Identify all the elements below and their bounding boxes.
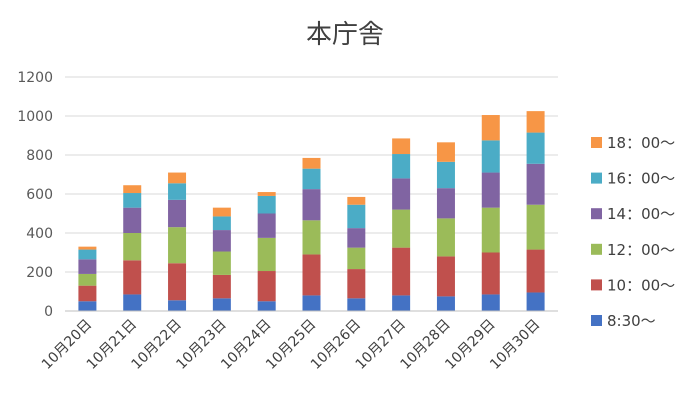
bar-segment: [168, 227, 187, 264]
bar-segment: [392, 178, 411, 210]
bar-segment: [123, 185, 142, 194]
legend-swatch: [591, 172, 602, 184]
bar-segment: [78, 273, 97, 286]
bar-segment: [168, 300, 187, 311]
bar-segment: [436, 188, 455, 219]
bar-segment: [392, 209, 411, 248]
bar-segment: [392, 295, 411, 311]
legend-label: 12：00～: [607, 241, 675, 259]
y-tick-label: 200: [26, 265, 53, 281]
bar-segment: [78, 246, 97, 250]
bar-segment: [212, 230, 231, 252]
bar-segment: [526, 132, 545, 164]
bar-segment: [481, 140, 500, 173]
bar-segment: [302, 295, 321, 311]
bar-segment: [302, 189, 321, 221]
legend-swatch: [591, 279, 602, 291]
bar-segment: [347, 247, 366, 270]
legend-item: 12：00～: [591, 241, 675, 259]
y-tick-label: 1000: [17, 109, 53, 125]
y-axis-ticks: 0 200 400 600 800 1000 1200: [17, 70, 53, 320]
bar-segment: [212, 298, 231, 311]
legend-swatch: [591, 315, 602, 326]
bar-segment: [212, 216, 231, 231]
bar-segment: [212, 274, 231, 299]
bar-segment: [481, 172, 500, 208]
y-tick-label: 600: [26, 187, 53, 203]
legend: 18：00～ 16：00～ 14：00～ 12：00～ 10：00～ 8:30～: [591, 134, 675, 330]
bar-segment: [436, 256, 455, 297]
bar-segment: [78, 249, 97, 260]
bar-segment: [436, 218, 455, 257]
bar-segment: [257, 192, 276, 196]
bar-segment: [392, 138, 411, 155]
legend-item: 14：00～: [591, 205, 675, 223]
chart-title: 本庁舎: [306, 20, 384, 50]
bar-segment: [392, 154, 411, 179]
bar-segment: [347, 298, 366, 311]
bar-segment: [168, 263, 187, 301]
legend-label: 8:30～: [607, 312, 656, 330]
bar-segment: [436, 161, 455, 189]
y-tick-label: 0: [44, 304, 53, 320]
bar-segment: [123, 207, 142, 233]
legend-label: 16：00～: [607, 170, 675, 188]
bar-segment: [302, 254, 321, 296]
bar-segment: [123, 260, 142, 295]
bar-segment: [526, 292, 545, 311]
legend-item: 18：00～: [591, 134, 675, 152]
bar-segment: [392, 247, 411, 296]
bar-segment: [78, 301, 97, 311]
legend-swatch: [591, 243, 602, 255]
legend-swatch: [591, 137, 602, 148]
bar-segment: [436, 142, 455, 162]
bar-segment: [78, 259, 97, 274]
legend-label: 14：00～: [607, 205, 675, 223]
legend-item: 16：00～: [591, 170, 675, 188]
bar-segment: [123, 193, 142, 208]
bars: [78, 111, 545, 311]
bar-segment: [168, 183, 187, 200]
legend-label: 10：00～: [607, 276, 675, 294]
y-tick-label: 1200: [17, 70, 53, 86]
bar-segment: [481, 252, 500, 295]
legend-swatch: [591, 208, 602, 220]
bar-segment: [257, 195, 276, 214]
bar-segment: [257, 271, 276, 302]
legend-label: 18：00～: [607, 134, 675, 152]
legend-item: 8:30～: [591, 312, 656, 330]
bar-segment: [123, 294, 142, 311]
bar-segment: [526, 249, 545, 293]
bar-segment: [78, 285, 97, 302]
bar-segment: [481, 294, 500, 311]
bar-segment: [257, 213, 276, 238]
bar-segment: [481, 207, 500, 253]
y-tick-label: 400: [26, 226, 53, 242]
bar-segment: [347, 228, 366, 248]
bar-segment: [257, 237, 276, 272]
bar-segment: [257, 301, 276, 311]
x-axis-ticks: 10月20日10月21日10月22日10月23日10月24日10月25日10月2…: [39, 317, 543, 373]
bar-segment: [347, 196, 366, 205]
bar-segment: [302, 168, 321, 190]
bar-segment: [526, 204, 545, 250]
bar-segment: [168, 172, 187, 184]
bar-segment: [212, 207, 231, 217]
legend-item: 10：00～: [591, 276, 675, 294]
bar-segment: [347, 204, 366, 229]
bar-segment: [212, 251, 231, 275]
bar-segment: [123, 233, 142, 261]
bar-segment: [526, 163, 545, 205]
bar-segment: [168, 199, 187, 228]
bar-segment: [526, 111, 545, 133]
bar-segment: [302, 220, 321, 255]
bar-segment: [347, 269, 366, 299]
y-tick-label: 800: [26, 148, 53, 164]
bar-segment: [436, 296, 455, 311]
bar-segment: [481, 115, 500, 141]
bar-segment: [302, 157, 321, 169]
